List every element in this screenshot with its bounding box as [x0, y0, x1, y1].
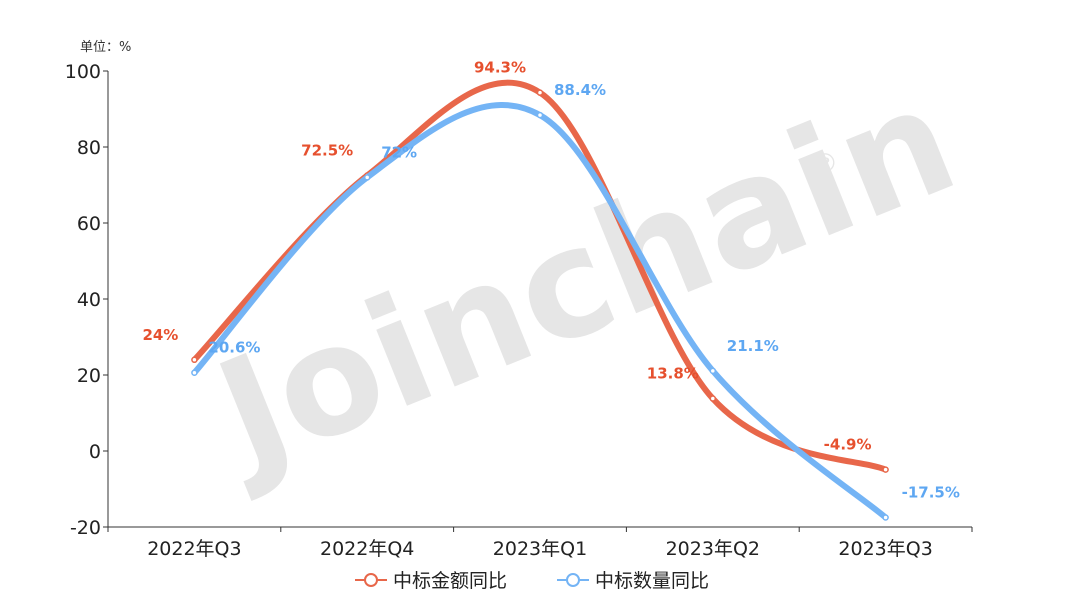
series-point — [363, 174, 371, 181]
y-tick-label: 60 — [77, 213, 101, 235]
y-tick-label: 40 — [77, 289, 101, 311]
y-tick-label: 80 — [77, 137, 101, 159]
y-tick-label: -20 — [70, 517, 101, 539]
legend[interactable]: 中标金额同比 中标数量同比 — [355, 570, 709, 592]
x-category-label: 2023年Q1 — [493, 538, 587, 560]
series-point — [882, 514, 889, 521]
x-category-label: 2023年Q3 — [838, 538, 932, 560]
x-category-label: 2022年Q3 — [147, 538, 241, 560]
series-point — [882, 466, 889, 473]
legend-item[interactable]: 中标金额同比 — [355, 570, 507, 592]
data-label: 94.3% — [474, 59, 526, 77]
data-label: 72% — [381, 143, 417, 161]
axes: -20 0 20 40 60 80 100 2022年Q3 2022年Q4 2023年Q1 2023… — [65, 61, 973, 560]
legend-circle-marker — [566, 573, 580, 587]
series-point — [536, 89, 544, 96]
legend-label: 中标数量同比 — [595, 570, 709, 592]
legend-label: 中标金额同比 — [393, 570, 507, 592]
y-tick-label: 100 — [65, 61, 101, 83]
data-label: 72.5% — [301, 142, 353, 160]
data-labels: 24% 72.5% 94.3% 13.8% -4.9% 20.6% 72% 88.4% 21.1… — [142, 59, 959, 502]
legend-circle-marker — [364, 573, 378, 587]
series-layer — [191, 79, 889, 521]
data-label: 13.8% — [647, 365, 699, 383]
data-label: 21.1% — [727, 337, 779, 355]
data-label: 88.4% — [554, 81, 606, 99]
data-label: 20.6% — [208, 339, 260, 357]
series-point — [709, 367, 717, 375]
data-label: -4.9% — [824, 436, 872, 454]
y-axis-unit-label: 单位：% — [80, 40, 131, 55]
series-point — [709, 395, 717, 402]
x-category-label: 2023年Q2 — [666, 538, 760, 560]
series-point — [536, 111, 544, 119]
series-point — [191, 356, 198, 364]
y-tick-label: 20 — [77, 365, 101, 387]
x-category-label: 2022年Q4 — [320, 538, 414, 560]
watermark-registered-mark: ® — [812, 149, 838, 179]
series-point — [191, 369, 198, 376]
y-tick-label: 0 — [89, 441, 101, 463]
data-label: -17.5% — [902, 484, 960, 502]
legend-item[interactable]: 中标数量同比 — [557, 570, 709, 592]
data-label: 24% — [142, 326, 178, 344]
